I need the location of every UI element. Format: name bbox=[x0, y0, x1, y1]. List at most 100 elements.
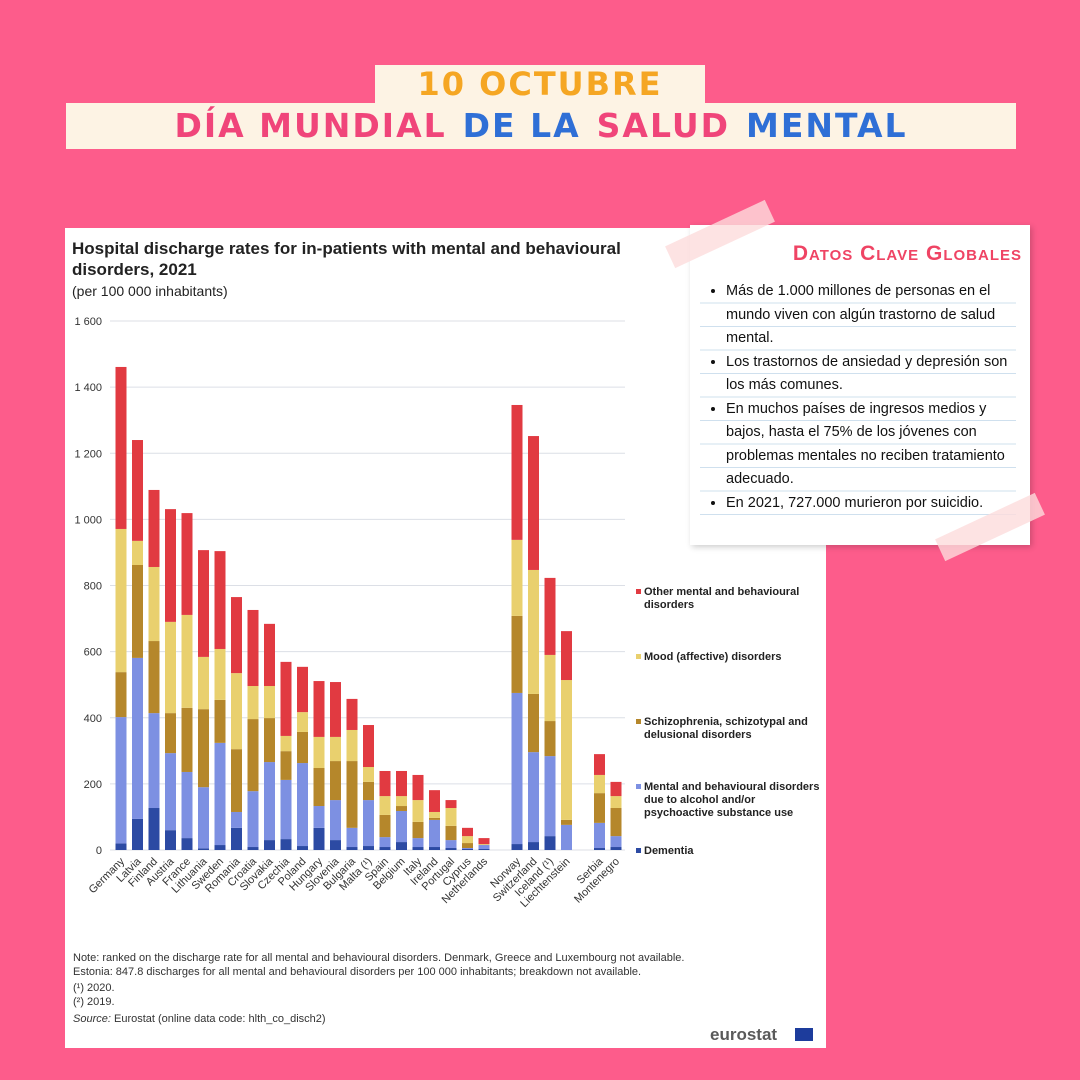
bar-segment bbox=[297, 666, 308, 713]
bar-segment bbox=[396, 810, 407, 843]
legend-item: Other mental and behavioural disorders bbox=[636, 586, 826, 612]
bar-segment bbox=[594, 848, 605, 850]
bar-segment bbox=[528, 569, 539, 694]
bar-segment bbox=[214, 551, 226, 649]
bar-segment bbox=[412, 821, 424, 839]
bar-segment bbox=[445, 800, 457, 809]
bar-segment bbox=[264, 762, 275, 841]
legend-item: Schizophrenia, schizotypal and delusiona… bbox=[636, 716, 826, 742]
bar-segment bbox=[313, 681, 325, 737]
card-title: Datos Clave Globales bbox=[792, 242, 1022, 265]
bar-segment bbox=[396, 842, 407, 850]
legend-item: Mood (affective) disorders bbox=[636, 651, 826, 664]
bar-segment bbox=[231, 811, 242, 828]
bar-segment bbox=[363, 800, 374, 847]
bar-segment bbox=[115, 366, 127, 529]
bar-segment bbox=[346, 698, 358, 730]
bar-segment bbox=[412, 847, 424, 850]
bar-segment bbox=[594, 793, 605, 823]
bar-segment bbox=[280, 779, 292, 840]
bar-segment bbox=[462, 836, 473, 844]
bar-segment bbox=[247, 609, 259, 687]
bar-segment bbox=[544, 654, 556, 722]
bar-segment bbox=[181, 707, 193, 772]
card-item: Más de 1.000 millones de personas en el … bbox=[726, 280, 1016, 351]
bar-segment bbox=[544, 836, 556, 850]
y-tick-label: 1 000 bbox=[74, 514, 102, 526]
bar-segment bbox=[247, 791, 259, 848]
bar-segment bbox=[148, 808, 160, 850]
bar-segment bbox=[313, 806, 325, 828]
bar-segment bbox=[610, 847, 622, 850]
legend-swatch bbox=[636, 719, 641, 724]
bar-segment bbox=[462, 843, 473, 849]
legend-label: Other mental and behavioural disorders bbox=[644, 586, 800, 611]
bar-segment bbox=[429, 817, 440, 820]
legend-label: Mental and behavioural disorders due to … bbox=[644, 781, 820, 819]
bar-segment bbox=[445, 848, 457, 850]
bar-segment bbox=[181, 771, 193, 839]
bar-segment bbox=[544, 756, 556, 837]
bar-segment bbox=[148, 713, 160, 809]
bar-segment bbox=[445, 808, 457, 826]
bar-segment bbox=[198, 656, 209, 710]
bar-segment bbox=[132, 540, 143, 566]
bar-segment bbox=[594, 754, 605, 775]
bar-segment bbox=[561, 631, 572, 681]
card-item: En muchos países de ingresos medios y ba… bbox=[726, 398, 1016, 492]
bar-segment bbox=[231, 827, 242, 850]
chart-subtitle: (per 100 000 inhabitants) bbox=[72, 283, 228, 299]
y-tick-label: 600 bbox=[84, 647, 102, 659]
y-tick-label: 1 600 bbox=[74, 316, 102, 328]
bar-segment bbox=[396, 796, 407, 807]
bar-segment bbox=[396, 770, 407, 797]
logo: eurostat bbox=[710, 1025, 778, 1044]
bar-segment bbox=[313, 736, 325, 769]
bar-segment bbox=[610, 796, 622, 809]
y-tick-label: 800 bbox=[84, 581, 102, 593]
y-tick-label: 1 400 bbox=[74, 382, 102, 394]
legend-item: Mental and behavioural disorders due to … bbox=[636, 781, 826, 820]
bar-segment bbox=[297, 712, 308, 732]
y-tick-label: 400 bbox=[84, 713, 102, 725]
bar-segment bbox=[132, 818, 143, 850]
y-tick-label: 0 bbox=[96, 845, 102, 857]
bar-segment bbox=[115, 717, 127, 844]
bar-segment bbox=[363, 781, 374, 801]
key-facts-card: Datos Clave Globales Más de 1.000 millon… bbox=[690, 225, 1030, 545]
bar-segment bbox=[478, 849, 490, 850]
bar-segment bbox=[594, 822, 605, 849]
bar-segment bbox=[280, 839, 292, 850]
note: Note: ranked on the discharge rate for a… bbox=[73, 952, 685, 964]
bar-segment bbox=[132, 440, 143, 541]
card-item: En 2021, 727.000 murieron por suicidio. bbox=[726, 492, 1016, 516]
bar-segment bbox=[247, 719, 259, 792]
bar-segment bbox=[544, 721, 556, 757]
bar-segment bbox=[346, 847, 358, 850]
bar-segment bbox=[198, 787, 209, 849]
bar-segment bbox=[610, 808, 622, 837]
bar-segment bbox=[462, 848, 473, 850]
legend-label: Mood (affective) disorders bbox=[644, 651, 782, 663]
bar-segment bbox=[528, 752, 539, 843]
bar-segment bbox=[214, 699, 226, 743]
bar-segment bbox=[528, 436, 539, 570]
bar-segment bbox=[297, 846, 308, 850]
bar-segment bbox=[132, 657, 143, 819]
bar-segment bbox=[511, 615, 523, 693]
chart-title: Hospital discharge rates for in-patients… bbox=[72, 239, 621, 279]
legend-swatch bbox=[636, 589, 641, 594]
legend-label: Dementia bbox=[644, 845, 694, 857]
legend-swatch bbox=[636, 654, 641, 659]
card-item: Los trastornos de ansiedad y depresión s… bbox=[726, 351, 1016, 398]
bar-segment bbox=[115, 843, 127, 850]
bar-segment bbox=[379, 770, 391, 797]
bar-segment bbox=[346, 729, 358, 762]
bar-segment bbox=[330, 761, 341, 801]
bar-segment bbox=[247, 847, 259, 850]
bar-segment bbox=[214, 845, 226, 850]
bar-segment bbox=[363, 846, 374, 850]
bar-segment bbox=[198, 550, 209, 657]
bar-segment bbox=[165, 713, 176, 754]
bar-segment bbox=[412, 838, 424, 848]
